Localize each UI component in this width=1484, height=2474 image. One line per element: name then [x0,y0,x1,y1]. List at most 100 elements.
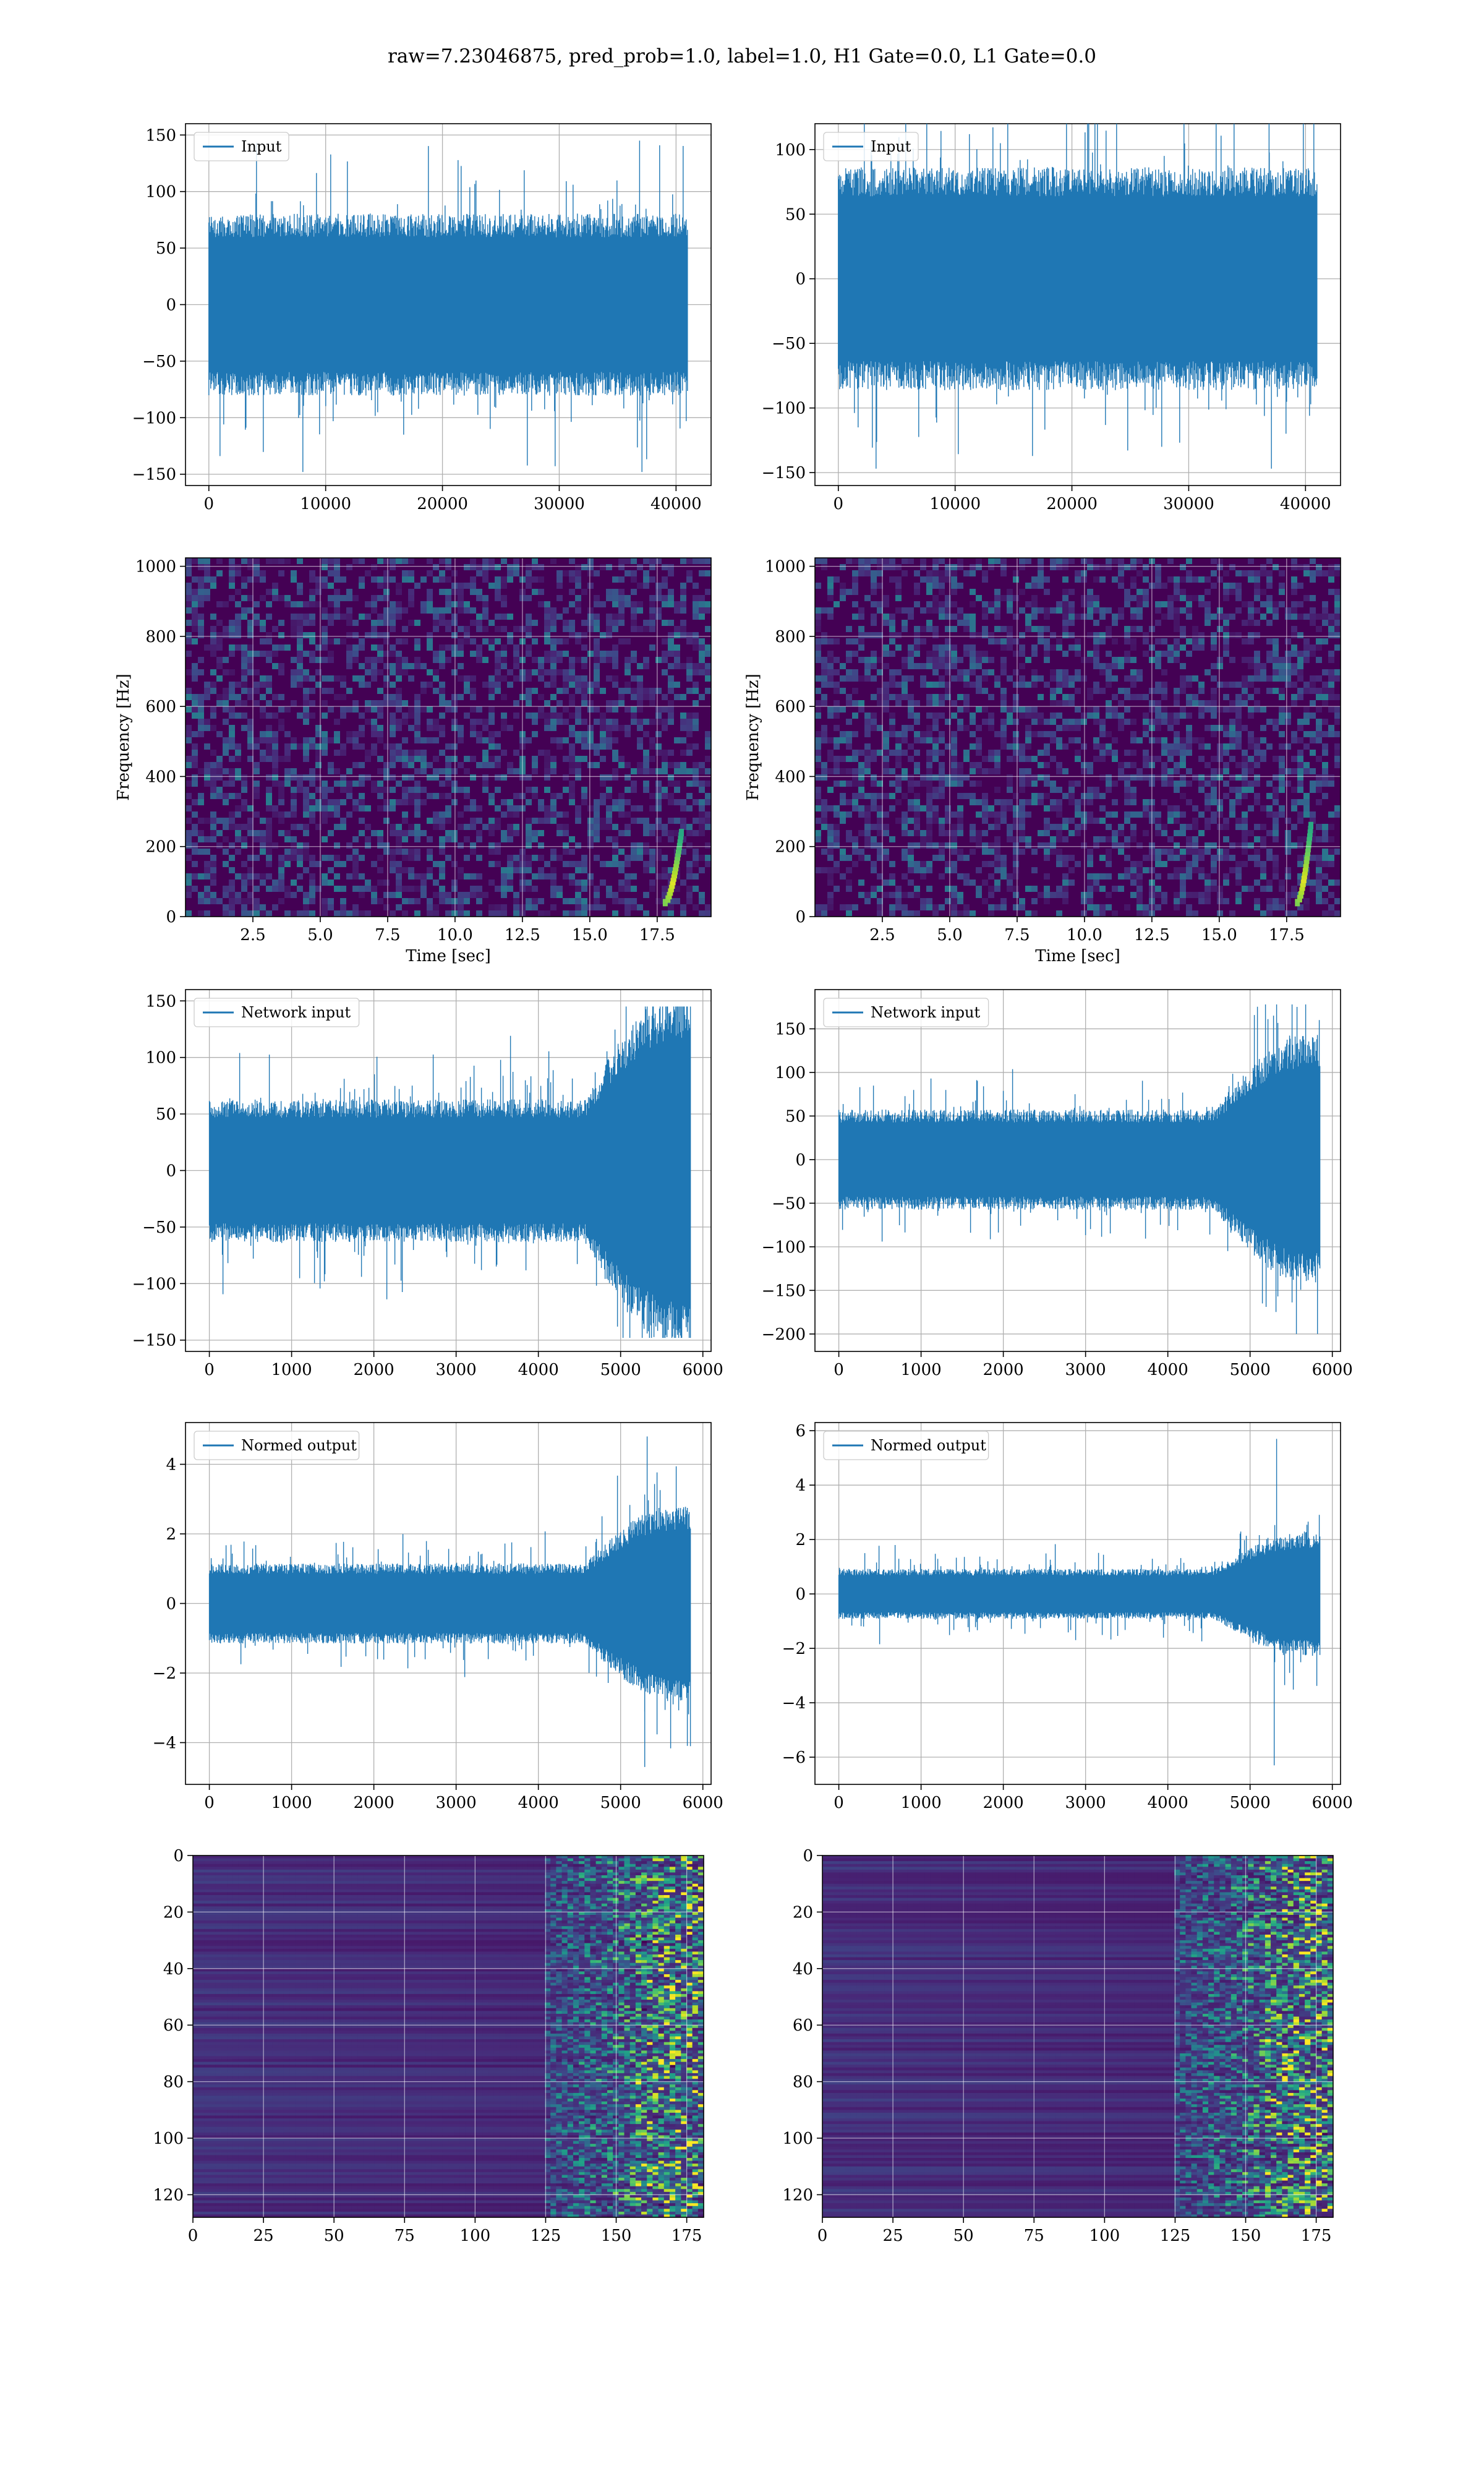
x-tick-label: 2.5 [869,926,895,944]
x-tick-label: 4000 [1148,1361,1188,1379]
panels: 0 10000 20000 30000 40000−150−100−5005010015… [114,123,1353,2245]
x-tick-label: 4000 [518,1794,559,1812]
x-tick-label: 0 [188,2227,198,2245]
x-tick-label: 30000 [534,495,585,513]
x-tick-label: 12.5 [1134,926,1170,944]
y-tick-label: 150 [775,1020,806,1038]
legend-label: Network input [871,1004,980,1021]
y-tick-label: −4 [782,1694,806,1713]
y-tick-label: 0 [166,1595,176,1614]
y-tick-label: 100 [153,2129,184,2148]
y-tick-label: 0 [173,1847,184,1865]
panel-l1-input: 0 10000 20000 30000 40000 −150 −100 −50 0 50 100 In… [762,123,1341,513]
x-tick-label: 17.5 [639,926,675,944]
chirp-mark [1308,821,1314,829]
chirp-mark [1307,833,1313,841]
x-tick-label: 3000 [436,1361,477,1379]
ticks: 2.5 5.0 7.5 10.0 12.5 15.0 17.5 0 200 400 600 800 10… [765,558,1305,944]
x-axis-label: Time [sec] [1035,947,1120,965]
y-axis-label: Frequency [Hz] [114,674,133,801]
legend: Input [194,132,289,161]
feature-map-image [822,1856,1334,2218]
legend-box [194,998,360,1027]
x-tick-label: 6000 [1312,1794,1353,1812]
panel-l1-network-input: 0 1000 2000 3000 4000 5000 6000−200−150−100−50… [762,989,1353,1379]
chirp-mark [1303,860,1309,868]
y-tick-label: 120 [153,2186,184,2204]
y-tick-label: 400 [775,768,806,786]
chirp-mark [1298,891,1303,899]
x-tick-label: 1000 [901,1361,942,1379]
y-tick-label: 200 [145,838,176,857]
spectrogram-image [815,558,1341,917]
x-tick-label: 2000 [983,1794,1024,1812]
y-tick-label: 1000 [135,558,176,576]
y-tick-label: 80 [793,2073,813,2092]
y-tick-label: 0 [795,1585,806,1604]
x-tick-label: 20000 [417,495,468,513]
y-tick-label: 100 [782,2129,813,2148]
chirp-mark [1303,864,1308,872]
y-tick-label: 80 [163,2073,184,2092]
y-tick-label: 20 [163,1903,184,1922]
panel-h1-network-input: 0 1000 2000 3000 4000 5000 6000 −150 −100 −50 0 50 1… [132,989,723,1379]
chirp-mark [1306,841,1311,849]
series-line [838,1004,1321,1334]
y-tick-label: 1000 [765,558,806,576]
chirp-mark [1305,852,1310,860]
x-tick-label: 5.0 [937,926,962,944]
x-tick-label: 0 [834,1794,844,1812]
x-tick-label: 1000 [271,1361,312,1379]
ticks: 0 1000 2000 3000 4000 5000 6000 −4 −2 0 2 4 [153,1456,723,1813]
chirp-mark [1300,883,1305,891]
x-tick-label: 150 [1230,2227,1261,2245]
x-axis-label: Time [sec] [406,947,491,965]
x-tick-label: 50 [324,2227,344,2245]
x-tick-label: 40000 [1280,495,1331,513]
y-tick-label: 150 [145,992,176,1011]
x-tick-label: 10000 [929,495,981,513]
y-tick-label: 4 [795,1476,806,1495]
legend-label: Input [871,138,911,155]
y-tick-label: 400 [145,768,176,786]
y-tick-label: 0 [166,296,176,315]
y-tick-label: 120 [782,2186,813,2204]
y-tick-label: 0 [795,270,806,289]
y-tick-label: 60 [163,2016,184,2035]
ticks: 0 1000 2000 3000 4000 5000 6000−200−150−100−50… [762,1020,1353,1379]
y-tick-label: 20 [793,1903,813,1922]
y-tick-label: 50 [156,239,176,258]
chirp-mark [1295,899,1300,907]
y-tick-label: 0 [803,1847,813,1865]
x-tick-label: 30000 [1163,495,1214,513]
axes-frame [814,123,1341,486]
panel-l1-feature-map: 0 25 50 75 100 125 150 175 0 20 40 60 80 100 120 [782,1847,1334,2245]
x-tick-label: 2000 [354,1361,394,1379]
series-line [208,1436,691,1767]
y-tick-label: −4 [153,1734,176,1753]
chirp-mark [1308,825,1313,833]
x-tick-label: 2000 [983,1361,1024,1379]
chirp-mark [679,829,684,837]
feature-map-image [193,1856,704,2218]
y-tick-label: −150 [132,466,176,484]
panel-l1-normed-output: 0 1000 2000 3000 4000 5000 6000 −6 −4 −2 0 2 4 6 Norme… [782,1422,1353,1812]
y-tick-label: 600 [775,698,806,716]
y-tick-label: −50 [142,353,176,371]
y-tick-label: 150 [145,126,176,145]
series-line [208,1006,691,1338]
y-tick-label: 800 [145,628,176,646]
series-line [838,124,1318,469]
chirp-mark [1297,895,1302,903]
x-tick-label: 0 [834,1361,844,1379]
chirp-mark [1302,871,1307,880]
x-tick-label: 4000 [1148,1794,1188,1812]
x-tick-label: 3000 [436,1794,477,1812]
y-tick-label: 100 [775,1064,806,1082]
x-tick-label: 20000 [1046,495,1098,513]
ticks: 0 10000 20000 30000 40000 −150 −100 −50 0 50 100 15… [132,126,702,513]
chirp-mark [1307,829,1313,837]
y-tick-label: −150 [132,1332,176,1350]
x-tick-label: 5000 [1230,1794,1271,1812]
